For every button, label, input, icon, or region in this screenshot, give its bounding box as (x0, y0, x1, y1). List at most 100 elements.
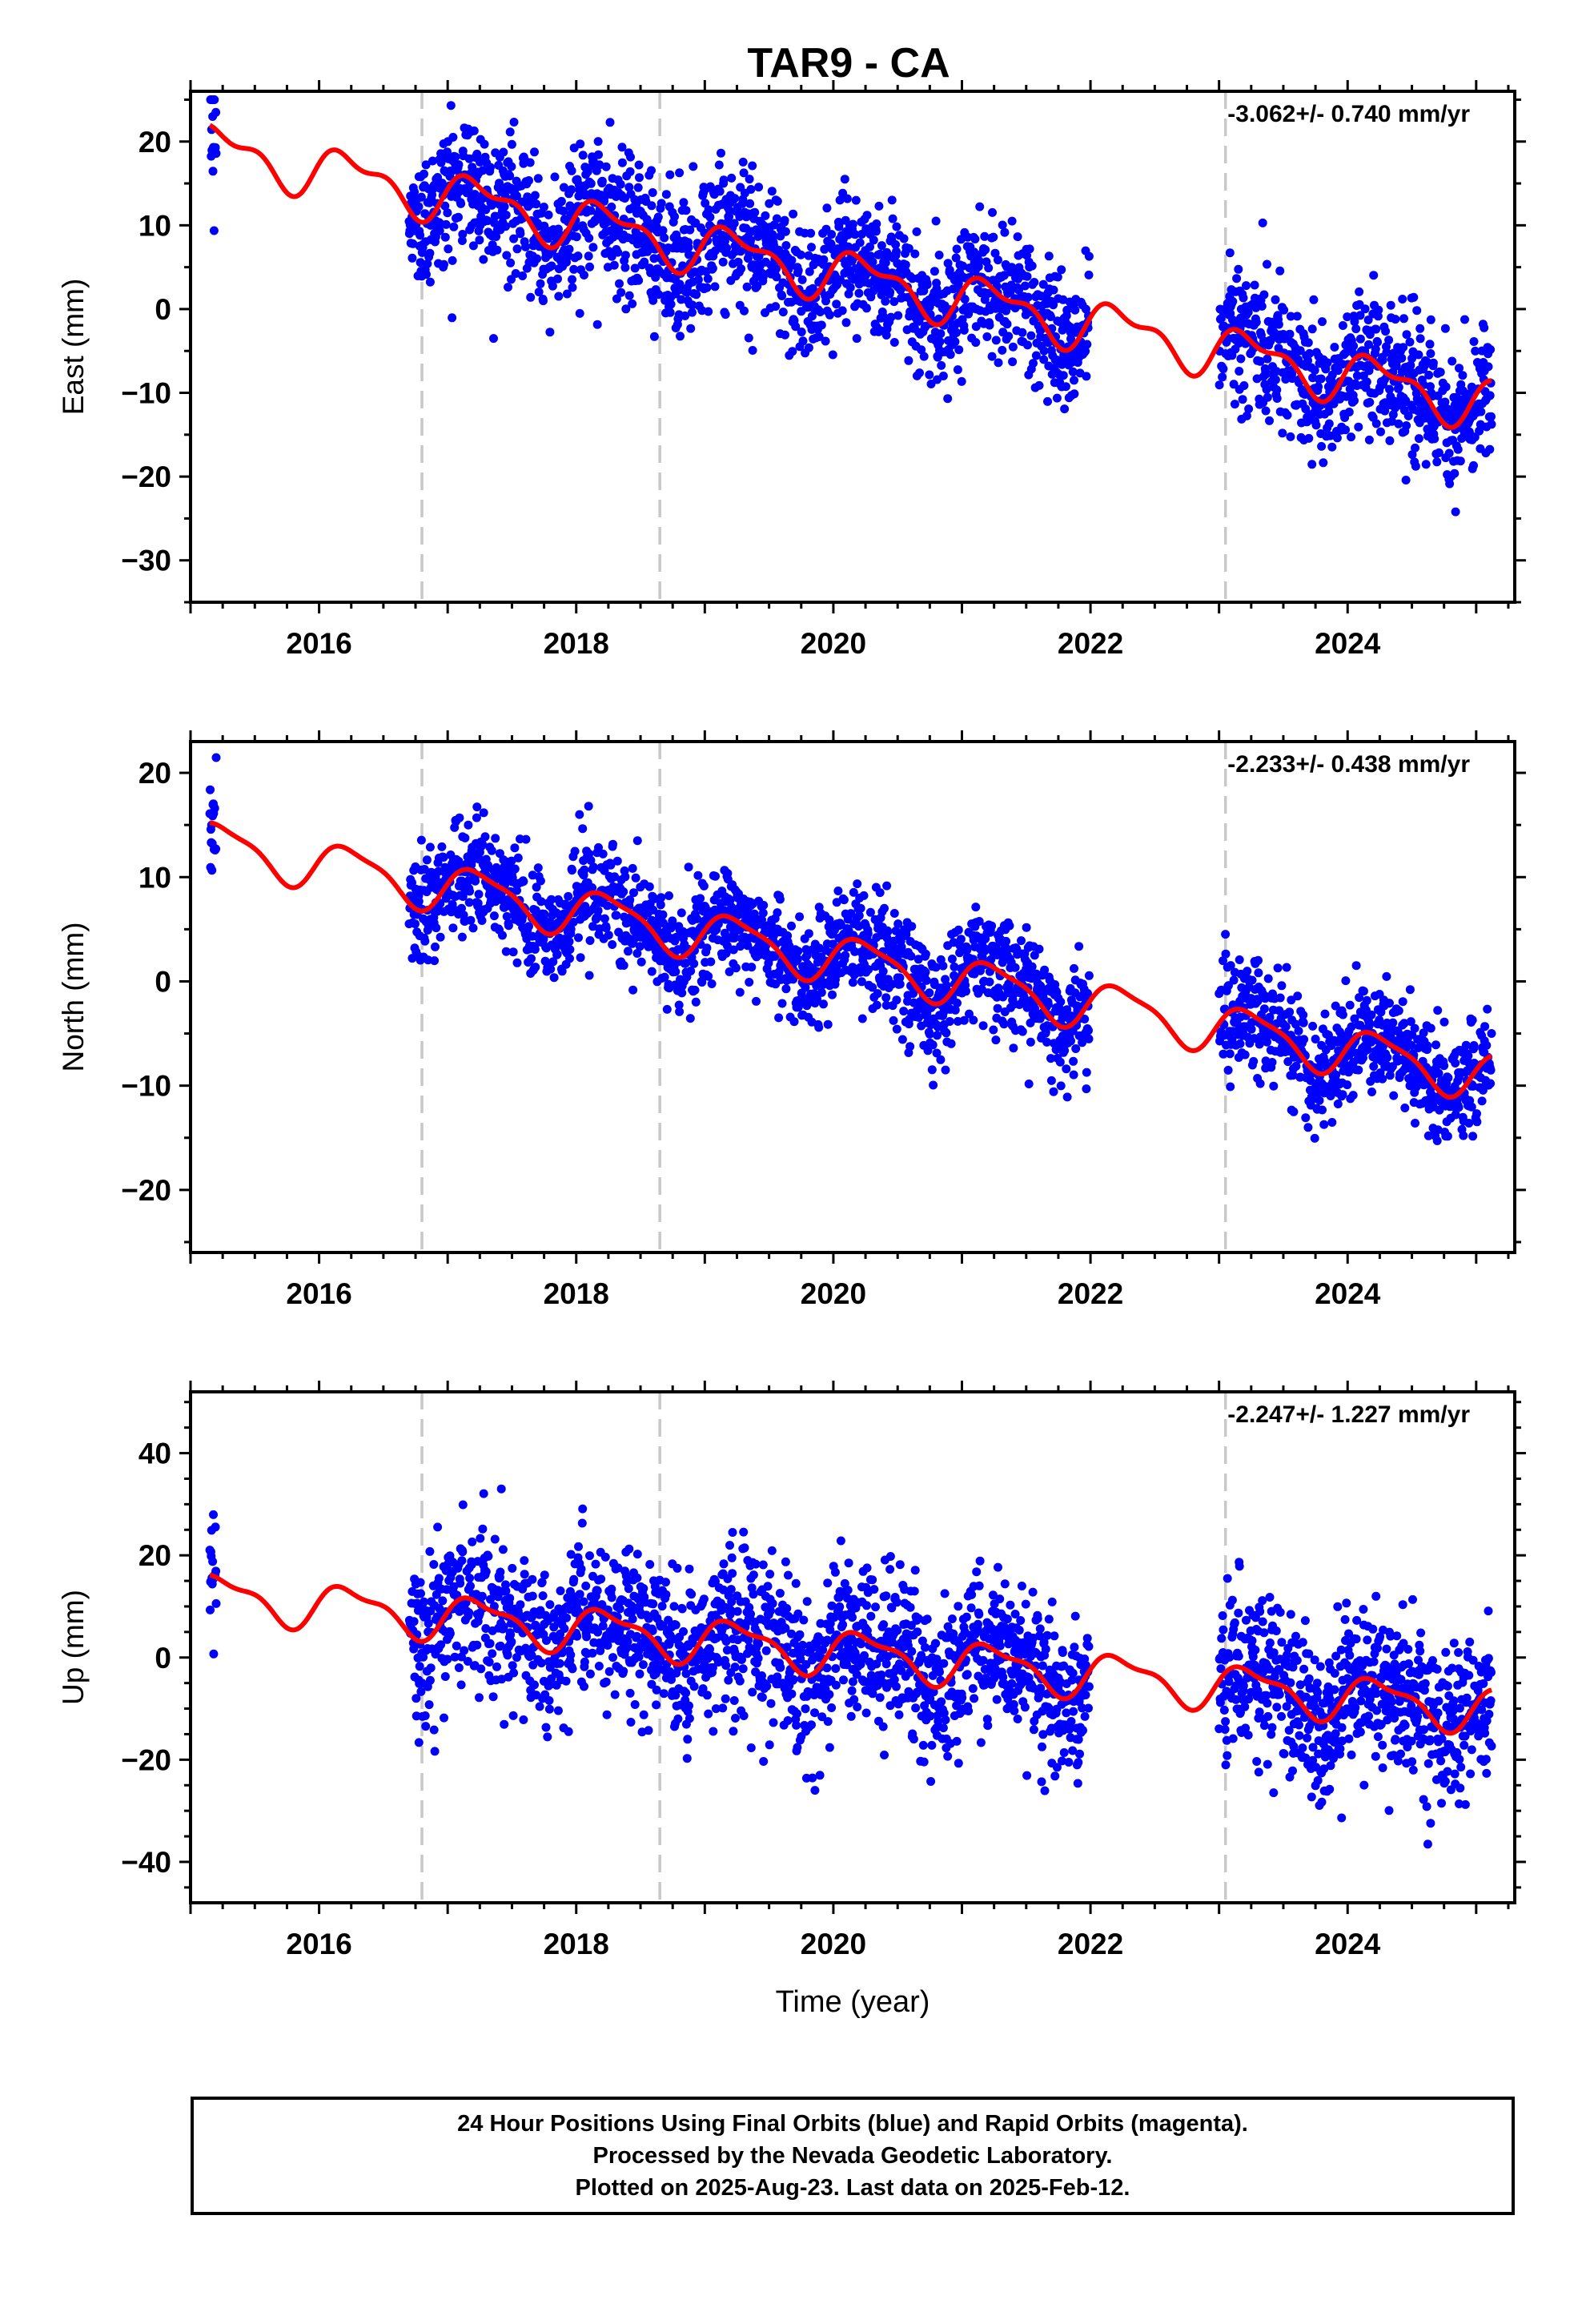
position-point (729, 219, 739, 228)
position-point (654, 290, 664, 300)
position-point (931, 216, 941, 226)
position-point (1223, 1065, 1233, 1075)
position-point (1043, 396, 1052, 406)
position-point (506, 258, 516, 267)
position-point (480, 832, 490, 842)
position-point (1432, 1136, 1442, 1145)
position-point (1341, 976, 1351, 986)
position-point (585, 936, 595, 945)
position-point (886, 312, 896, 322)
position-point (1398, 295, 1407, 304)
position-point (1464, 1119, 1474, 1128)
position-point (1365, 1019, 1375, 1028)
position-point (533, 863, 543, 873)
plot-frame (189, 90, 1516, 604)
position-point (1407, 450, 1417, 460)
position-point (969, 1015, 978, 1025)
position-point (444, 244, 453, 254)
position-point (554, 292, 564, 301)
position-point (605, 118, 615, 127)
position-point (530, 147, 539, 157)
y-tick-label: 0 (155, 293, 171, 326)
position-point (1450, 468, 1460, 478)
position-point (564, 937, 574, 947)
position-point (1371, 344, 1380, 354)
position-point (1382, 971, 1391, 981)
position-point (603, 901, 612, 911)
position-point (953, 365, 962, 375)
position-point (1058, 295, 1068, 304)
position-point (507, 162, 516, 171)
position-point (545, 328, 555, 337)
position-point (547, 261, 556, 271)
position-point (479, 808, 488, 818)
position-point (536, 897, 546, 907)
position-point (1010, 963, 1020, 972)
position-point (1247, 1018, 1256, 1027)
position-point (464, 820, 473, 830)
position-point (994, 255, 1002, 265)
position-point (887, 195, 897, 205)
position-point (676, 332, 685, 341)
position-point (1468, 1015, 1477, 1025)
position-point (1444, 448, 1454, 458)
position-point (702, 943, 712, 953)
position-point (1052, 393, 1062, 403)
position-point (798, 336, 808, 346)
position-point (950, 1005, 960, 1015)
position-point (814, 1023, 824, 1032)
position-point (1265, 1012, 1275, 1022)
position-point (1319, 1120, 1329, 1129)
position-point (692, 290, 701, 300)
position-point (1456, 456, 1465, 466)
position-point (448, 923, 458, 933)
position-point (644, 882, 654, 891)
position-point (516, 229, 525, 239)
position-point (1082, 340, 1092, 349)
position-point (1286, 432, 1295, 441)
position-point (851, 195, 861, 205)
position-point (715, 187, 725, 196)
position-point (1327, 1118, 1337, 1127)
position-point (774, 1013, 784, 1023)
position-point (974, 917, 984, 926)
position-point (1445, 479, 1455, 489)
position-point (1388, 410, 1398, 420)
position-point (677, 295, 686, 304)
position-point (588, 862, 598, 872)
position-point (658, 226, 668, 235)
position-point (660, 972, 669, 982)
position-point (1359, 987, 1368, 996)
plot-area-east (206, 91, 1496, 602)
position-point (211, 844, 221, 854)
position-point (457, 903, 466, 913)
position-point (1082, 1068, 1091, 1077)
position-point (670, 212, 679, 221)
position-point (1406, 360, 1415, 370)
position-point (649, 332, 659, 341)
position-point (492, 245, 502, 255)
position-point (1399, 314, 1408, 324)
position-point (1385, 999, 1394, 1008)
position-point (1468, 1132, 1478, 1141)
position-point (765, 199, 774, 208)
position-point (706, 957, 716, 967)
position-point (436, 932, 445, 942)
position-point (1362, 377, 1371, 387)
position-point (1017, 936, 1026, 946)
position-point (1447, 356, 1457, 366)
position-point (1425, 340, 1435, 349)
position-point (568, 275, 576, 284)
position-point (1022, 271, 1032, 281)
position-point (1057, 265, 1066, 275)
position-point (609, 260, 619, 270)
position-point (754, 183, 764, 192)
position-point (1338, 1090, 1347, 1100)
position-point (675, 1007, 685, 1016)
position-point (1378, 356, 1387, 365)
position-point (1219, 364, 1228, 373)
position-point (588, 243, 598, 252)
position-point (821, 296, 830, 306)
position-point (675, 168, 685, 178)
position-point (527, 954, 536, 963)
